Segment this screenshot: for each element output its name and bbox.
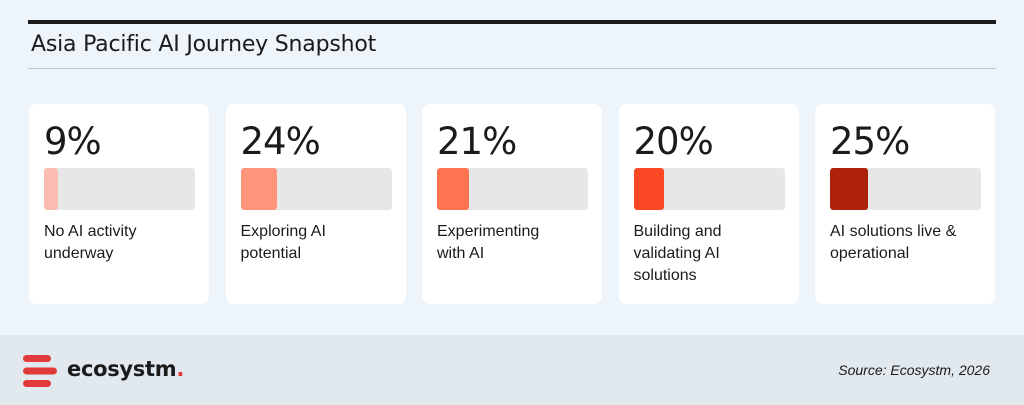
stat-value: 24% bbox=[240, 120, 321, 163]
brand-name: ecosystm. bbox=[67, 357, 184, 381]
stat-label: No AI activity underway bbox=[44, 221, 204, 265]
stat-label-line: underway bbox=[44, 245, 114, 262]
stat-card: 20% Building and validating AI solutions bbox=[618, 104, 799, 304]
stat-label-line: with AI bbox=[437, 245, 485, 262]
stat-value: 20% bbox=[633, 120, 714, 163]
bar-fill bbox=[437, 168, 469, 210]
stat-label: Exploring AI potential bbox=[241, 221, 401, 265]
bar-track bbox=[633, 168, 785, 210]
brand-dot: . bbox=[176, 357, 185, 381]
stat-value: 25% bbox=[830, 120, 910, 163]
stat-label-line: Experimenting bbox=[437, 223, 540, 240]
bar-fill bbox=[44, 168, 58, 210]
stat-value: 21% bbox=[437, 120, 517, 163]
bar-track bbox=[437, 168, 588, 210]
stat-label: Experimenting with AI bbox=[437, 221, 597, 265]
page-title: Asia Pacific AI Journey Snapshot bbox=[31, 32, 377, 57]
bar-track bbox=[830, 168, 981, 210]
stat-label-line: Building and bbox=[633, 223, 722, 240]
title-divider bbox=[28, 68, 996, 69]
stat-card: 21% Experimenting with AI bbox=[422, 104, 602, 304]
ecosystm-logo-icon bbox=[23, 355, 57, 387]
bar-fill bbox=[633, 168, 664, 210]
stat-card: 9% No AI activity underway bbox=[29, 104, 209, 304]
footer: ecosystm. Source: Ecosystm, 2026 bbox=[0, 335, 1024, 405]
bar-track bbox=[44, 168, 195, 210]
stat-value: 9% bbox=[44, 120, 102, 163]
stat-label: Building and validating AI solutions bbox=[634, 221, 794, 287]
bar-fill bbox=[240, 168, 277, 210]
stat-label-line: Exploring AI bbox=[240, 223, 326, 240]
brand-wordmark: ecosystm bbox=[67, 357, 177, 381]
top-rule bbox=[28, 20, 996, 24]
stat-label-line: validating AI bbox=[633, 245, 720, 262]
stat-label-line: solutions bbox=[633, 267, 697, 284]
stat-label-line: operational bbox=[830, 245, 910, 262]
stat-label: AI solutions live & operational bbox=[830, 221, 990, 265]
bar-track bbox=[240, 168, 392, 210]
stat-label-line: AI solutions live & bbox=[830, 223, 957, 240]
stat-label-line: potential bbox=[240, 245, 302, 262]
stat-card: 25% AI solutions live & operational bbox=[815, 104, 995, 304]
stat-card: 24% Exploring AI potential bbox=[225, 104, 406, 304]
source-note: Source: Ecosystm, 2026 bbox=[838, 362, 990, 378]
stat-label-line: No AI activity bbox=[44, 223, 137, 240]
bar-fill bbox=[830, 168, 868, 210]
